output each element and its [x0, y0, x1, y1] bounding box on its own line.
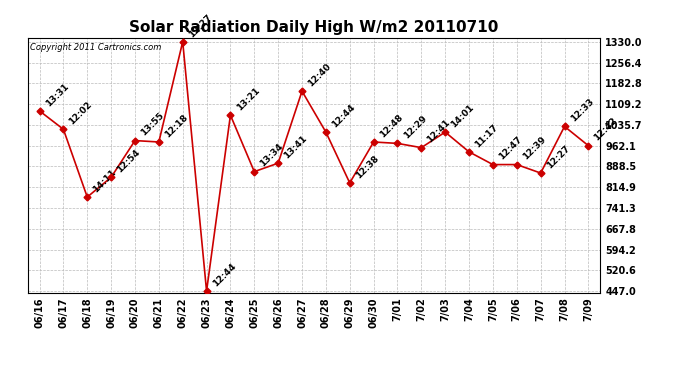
Text: 12:38: 12:38 — [354, 153, 380, 180]
Text: 13:31: 13:31 — [43, 81, 70, 108]
Text: 13:55: 13:55 — [139, 111, 166, 138]
Text: 12:42: 12:42 — [593, 116, 619, 143]
Text: 13:34: 13:34 — [259, 142, 285, 169]
Text: 12:47: 12:47 — [497, 135, 524, 162]
Text: 12:29: 12:29 — [402, 114, 428, 141]
Text: 12:39: 12:39 — [521, 135, 548, 162]
Text: 12:41: 12:41 — [426, 118, 452, 145]
Text: 12:44: 12:44 — [330, 102, 357, 129]
Text: 13:41: 13:41 — [282, 134, 309, 160]
Text: 14:01: 14:01 — [449, 103, 476, 129]
Text: 12:40: 12:40 — [306, 62, 333, 88]
Text: 13:21: 13:21 — [235, 86, 262, 112]
Text: 12:54: 12:54 — [115, 148, 142, 174]
Text: 12:44: 12:44 — [210, 261, 237, 288]
Text: 12:27: 12:27 — [187, 12, 214, 39]
Text: 12:33: 12:33 — [569, 97, 595, 124]
Text: 12:27: 12:27 — [545, 144, 571, 170]
Text: 12:18: 12:18 — [163, 112, 190, 139]
Text: 12:02: 12:02 — [68, 100, 94, 126]
Text: 12:48: 12:48 — [377, 112, 404, 139]
Text: 11:17: 11:17 — [473, 122, 500, 149]
Text: 14:11: 14:11 — [91, 168, 118, 194]
Text: Copyright 2011 Cartronics.com: Copyright 2011 Cartronics.com — [30, 43, 162, 52]
Title: Solar Radiation Daily High W/m2 20110710: Solar Radiation Daily High W/m2 20110710 — [129, 20, 499, 35]
